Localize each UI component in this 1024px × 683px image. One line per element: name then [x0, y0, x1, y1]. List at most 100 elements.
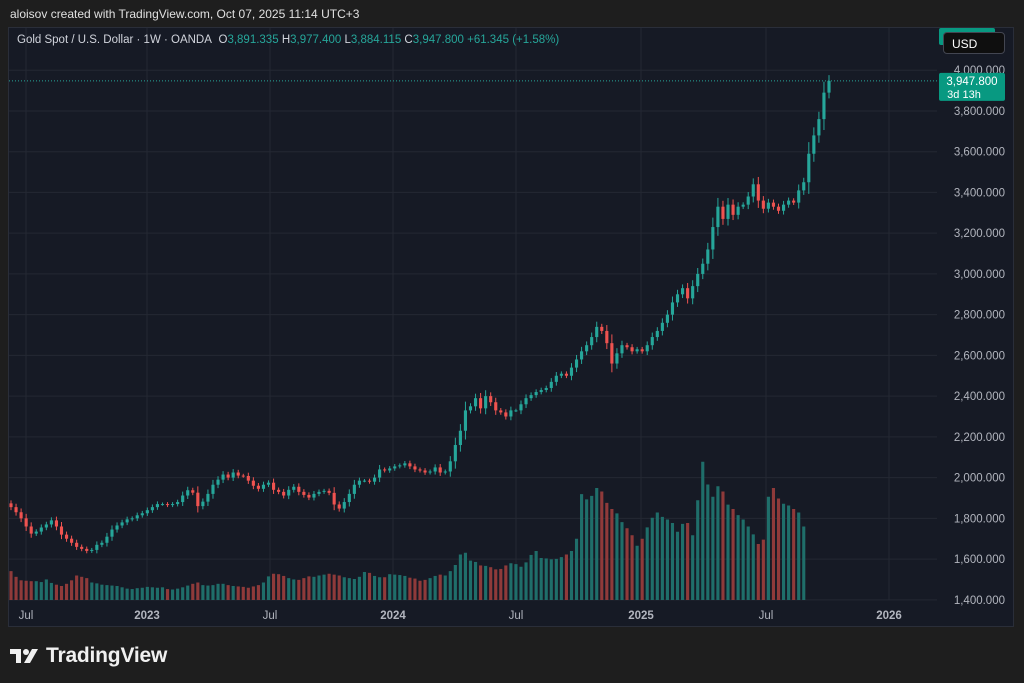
- volume-bar: [499, 568, 503, 600]
- candle-body: [630, 347, 634, 352]
- candle-body: [746, 196, 750, 205]
- volume-bar: [534, 551, 538, 600]
- candle-body: [100, 542, 104, 545]
- volume-bar: [39, 582, 43, 600]
- candle-body: [49, 520, 53, 525]
- volume-bar: [393, 574, 397, 600]
- volume-bar: [620, 522, 624, 600]
- candle-body: [34, 531, 38, 534]
- candle-body: [236, 472, 240, 476]
- volume-bar: [226, 585, 230, 600]
- candle-body: [261, 484, 266, 489]
- candle-body: [534, 392, 538, 396]
- price-chart[interactable]: 4,000.0003,800.0003,600.0003,400.0003,20…: [9, 28, 1013, 626]
- time-axis-label: Jul: [19, 610, 34, 622]
- candle-body: [292, 486, 296, 490]
- volume-bar: [590, 495, 594, 600]
- candle-body: [448, 461, 452, 472]
- candle-body: [302, 491, 306, 495]
- candle-body: [352, 484, 356, 494]
- volume-bar: [287, 578, 291, 600]
- volume-bar: [585, 499, 589, 600]
- candle-body: [186, 490, 190, 496]
- volume-bar: [95, 583, 99, 600]
- volume-bar: [504, 565, 508, 600]
- candle-body: [453, 445, 457, 462]
- candle-body: [59, 526, 64, 535]
- candle-body: [383, 469, 387, 471]
- candle-body: [655, 330, 659, 338]
- candle-body: [251, 480, 255, 486]
- time-axis-label: Jul: [509, 610, 524, 622]
- candle-body: [367, 480, 372, 482]
- candle-body: [620, 345, 624, 354]
- candle-body: [216, 479, 220, 485]
- candle-body: [418, 469, 422, 471]
- candle-body: [150, 507, 154, 511]
- candle-body: [600, 326, 604, 331]
- volume-bar: [726, 504, 730, 600]
- candle-body: [812, 135, 816, 154]
- candle-body: [716, 206, 720, 228]
- volume-bar: [681, 523, 685, 600]
- candle-body: [408, 463, 412, 467]
- volume-bar: [529, 554, 533, 600]
- volume-bar: [231, 586, 235, 600]
- volume-bar: [29, 581, 33, 600]
- candle-body: [761, 200, 765, 209]
- volume-bar: [241, 586, 245, 600]
- volume-bar: [701, 461, 705, 600]
- time-axis-label: Jul: [759, 610, 774, 622]
- volume-bar: [458, 554, 462, 600]
- candle-body: [75, 542, 79, 547]
- candle-body: [807, 153, 811, 183]
- volume-bar: [802, 526, 806, 600]
- volume-bar: [256, 585, 260, 600]
- volume-bar: [352, 579, 356, 600]
- candle-body: [539, 390, 543, 393]
- symbol-legend: Gold Spot / U.S. Dollar · 1W · OANDA O3,…: [17, 34, 559, 46]
- volume-bar: [766, 496, 770, 600]
- candle-body: [181, 495, 185, 503]
- candle-body: [524, 398, 528, 405]
- price-axis-label: 3,400.000: [954, 187, 1005, 199]
- candle-body: [372, 477, 377, 482]
- volume-bar: [554, 558, 558, 600]
- volume-bar: [489, 567, 493, 600]
- open-value: 3,891.335: [227, 34, 279, 46]
- candle-body: [458, 430, 462, 446]
- candle-body: [211, 484, 215, 494]
- candle-body: [479, 398, 483, 409]
- volume-bar: [312, 576, 316, 600]
- candle-body: [201, 501, 205, 507]
- candle-body: [160, 504, 165, 506]
- volume-bar: [80, 576, 84, 600]
- volume-bar: [251, 586, 255, 600]
- candle-body: [473, 398, 478, 407]
- volume-bar: [468, 560, 473, 600]
- close-value: 3,947.800: [412, 34, 464, 46]
- candle-body: [701, 263, 705, 274]
- volume-bar: [125, 588, 129, 600]
- candle-body: [595, 326, 599, 338]
- candle-body: [640, 349, 644, 352]
- volume-bar: [580, 494, 584, 600]
- chart-panel[interactable]: 4,000.000 3,800.000 3,600.000 3,400.000 3,20…: [8, 27, 1014, 627]
- currency-button[interactable]: USD: [943, 32, 1005, 54]
- volume-bar: [630, 535, 634, 600]
- candle-body: [256, 485, 260, 489]
- volume-bar: [787, 505, 791, 600]
- countdown-label: 3d 13h: [947, 89, 981, 101]
- candle-body: [277, 489, 281, 492]
- volume-bar: [751, 534, 755, 600]
- candle-body: [675, 294, 680, 303]
- volume-bar: [448, 571, 452, 600]
- volume-bar: [549, 559, 553, 600]
- volume-bar: [746, 526, 750, 600]
- candle-body: [559, 373, 563, 376]
- candle-body: [731, 204, 735, 215]
- volume-bar: [494, 569, 498, 600]
- volume-bar: [347, 578, 351, 600]
- candle-body: [817, 119, 821, 136]
- candle-body: [347, 493, 351, 503]
